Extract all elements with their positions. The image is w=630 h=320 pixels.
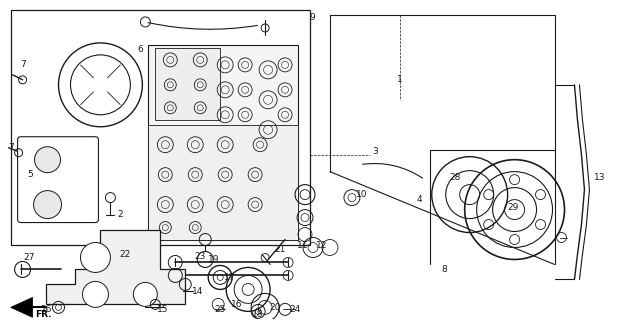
Polygon shape bbox=[11, 10, 310, 244]
Text: 8: 8 bbox=[442, 265, 447, 274]
Text: 15: 15 bbox=[157, 305, 168, 314]
Text: 22: 22 bbox=[120, 250, 131, 259]
Text: 2: 2 bbox=[118, 210, 123, 219]
Text: 29: 29 bbox=[507, 203, 518, 212]
Text: 27: 27 bbox=[23, 253, 34, 262]
Polygon shape bbox=[45, 229, 185, 304]
Text: 7: 7 bbox=[20, 60, 25, 69]
Text: 25: 25 bbox=[214, 305, 226, 314]
Circle shape bbox=[35, 147, 60, 173]
Text: 13: 13 bbox=[593, 173, 605, 182]
Circle shape bbox=[134, 283, 158, 306]
Text: 26: 26 bbox=[40, 305, 51, 314]
Text: 16: 16 bbox=[231, 300, 243, 309]
Text: 23: 23 bbox=[195, 252, 206, 261]
Circle shape bbox=[33, 191, 62, 219]
Polygon shape bbox=[156, 48, 220, 120]
Text: 10: 10 bbox=[356, 190, 368, 199]
Text: 12: 12 bbox=[316, 241, 328, 250]
Text: 17: 17 bbox=[224, 273, 236, 282]
Text: 19: 19 bbox=[207, 255, 219, 264]
Text: 28: 28 bbox=[449, 173, 461, 182]
Text: 6: 6 bbox=[137, 45, 143, 54]
Circle shape bbox=[83, 281, 108, 308]
Text: 9: 9 bbox=[309, 13, 315, 22]
Text: FR.: FR. bbox=[35, 310, 52, 319]
Text: 5: 5 bbox=[28, 170, 33, 179]
Text: 20: 20 bbox=[270, 303, 281, 312]
Text: 3: 3 bbox=[372, 147, 378, 156]
Circle shape bbox=[81, 243, 110, 272]
Text: 11: 11 bbox=[297, 241, 309, 250]
Polygon shape bbox=[148, 125, 298, 239]
Polygon shape bbox=[148, 45, 298, 239]
FancyBboxPatch shape bbox=[18, 137, 98, 222]
Text: 24: 24 bbox=[289, 305, 301, 314]
Text: 1: 1 bbox=[397, 75, 403, 84]
Text: 18: 18 bbox=[253, 310, 264, 319]
Text: 4: 4 bbox=[417, 195, 423, 204]
Text: 14: 14 bbox=[192, 287, 203, 296]
Text: 21: 21 bbox=[275, 245, 286, 254]
Text: 7: 7 bbox=[8, 143, 13, 152]
Polygon shape bbox=[11, 297, 33, 317]
